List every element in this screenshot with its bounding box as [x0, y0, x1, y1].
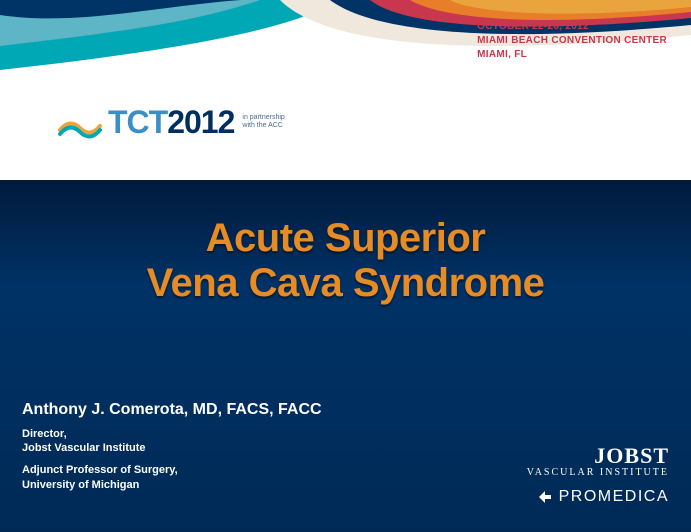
tct-wave-icon — [58, 100, 102, 144]
conference-venue: MIAMI BEACH CONVENTION CENTER — [477, 34, 667, 48]
conference-city: MIAMI, FL — [477, 48, 667, 62]
presenter-role-1: Director, Jobst Vascular Institute — [22, 427, 322, 456]
promedica-icon — [537, 489, 553, 505]
title-block: Acute Superior Vena Cava Syndrome — [0, 180, 691, 306]
affil-secondary: PROMEDICA — [527, 488, 669, 506]
conference-meta: OCTOBER 22-26, 2012 MIAMI BEACH CONVENTI… — [477, 20, 667, 62]
presenter-role-2b: University of Michigan — [22, 478, 322, 492]
affil-primary-top: JOBST — [527, 443, 669, 469]
conference-dates: OCTOBER 22-26, 2012 — [477, 20, 667, 34]
logo-prefix: TCT — [108, 104, 167, 141]
presenter-role-2: Adjunct Professor of Surgery, University… — [22, 463, 322, 492]
presenter-name: Anthony J. Comerota, MD, FACS, FACC — [22, 401, 322, 419]
title-line-1: Acute Superior — [0, 216, 691, 261]
logo-text: TCT2012 — [108, 104, 234, 141]
header-section: OCTOBER 22-26, 2012 MIAMI BEACH CONVENTI… — [0, 0, 691, 180]
logo-year: 2012 — [167, 104, 234, 141]
affil-primary-bottom: VASCULAR INSTITUTE — [527, 467, 669, 478]
main-section: Acute Superior Vena Cava Syndrome Anthon… — [0, 180, 691, 532]
presenter-role-1b: Jobst Vascular Institute — [22, 441, 322, 455]
conference-logo: TCT2012 in partnership with the ACC — [58, 100, 298, 144]
slide-root: OCTOBER 22-26, 2012 MIAMI BEACH CONVENTI… — [0, 0, 691, 532]
presenter-role-1a: Director, — [22, 427, 322, 441]
affiliation-block: JOBST VASCULAR INSTITUTE PROMEDICA — [527, 443, 669, 506]
title-line-2: Vena Cava Syndrome — [0, 261, 691, 306]
presenter-block: Anthony J. Comerota, MD, FACS, FACC Dire… — [22, 401, 322, 500]
logo-tagline: in partnership with the ACC — [242, 114, 298, 129]
affil-secondary-text: PROMEDICA — [559, 488, 669, 506]
presenter-role-2a: Adjunct Professor of Surgery, — [22, 463, 322, 477]
